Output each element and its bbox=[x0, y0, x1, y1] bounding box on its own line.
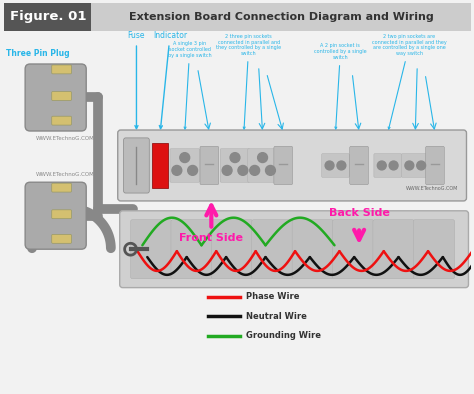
Circle shape bbox=[188, 165, 198, 175]
FancyBboxPatch shape bbox=[413, 220, 455, 279]
Circle shape bbox=[405, 161, 414, 170]
Text: 2 two pin sockets are
connected in parallel and they
are controlled by a single : 2 two pin sockets are connected in paral… bbox=[372, 34, 447, 129]
Text: Extension Board Connection Diagram and Wiring: Extension Board Connection Diagram and W… bbox=[129, 12, 434, 22]
FancyBboxPatch shape bbox=[220, 149, 250, 182]
FancyBboxPatch shape bbox=[401, 154, 429, 177]
Text: Three Pin Plug: Three Pin Plug bbox=[6, 49, 70, 58]
Circle shape bbox=[337, 161, 346, 170]
FancyBboxPatch shape bbox=[52, 65, 72, 74]
Circle shape bbox=[180, 152, 190, 162]
FancyBboxPatch shape bbox=[171, 220, 212, 279]
Circle shape bbox=[172, 165, 182, 175]
FancyBboxPatch shape bbox=[374, 154, 401, 177]
FancyBboxPatch shape bbox=[52, 234, 72, 243]
Text: WWW.ETechnoG.COM: WWW.ETechnoG.COM bbox=[36, 136, 95, 141]
FancyBboxPatch shape bbox=[124, 138, 149, 193]
Text: Indicator: Indicator bbox=[153, 32, 187, 129]
Text: Phase Wire: Phase Wire bbox=[246, 292, 299, 301]
Text: WWW.ETechnoG.COM: WWW.ETechnoG.COM bbox=[36, 172, 95, 177]
FancyBboxPatch shape bbox=[211, 220, 253, 279]
Circle shape bbox=[389, 161, 398, 170]
FancyBboxPatch shape bbox=[25, 182, 86, 249]
FancyBboxPatch shape bbox=[120, 211, 468, 288]
FancyBboxPatch shape bbox=[350, 146, 368, 185]
FancyBboxPatch shape bbox=[274, 146, 292, 185]
FancyBboxPatch shape bbox=[292, 220, 334, 279]
Circle shape bbox=[377, 161, 386, 170]
Text: Back Side: Back Side bbox=[328, 208, 390, 218]
Text: Grounding Wire: Grounding Wire bbox=[246, 331, 321, 340]
FancyBboxPatch shape bbox=[52, 116, 72, 125]
FancyBboxPatch shape bbox=[426, 146, 444, 185]
FancyBboxPatch shape bbox=[130, 220, 172, 279]
FancyBboxPatch shape bbox=[52, 183, 72, 192]
Circle shape bbox=[222, 165, 232, 175]
Text: WWW.ETechnoG.COM: WWW.ETechnoG.COM bbox=[406, 186, 459, 191]
Circle shape bbox=[230, 152, 240, 162]
Circle shape bbox=[417, 161, 426, 170]
Text: Figure. 01: Figure. 01 bbox=[9, 10, 86, 23]
FancyBboxPatch shape bbox=[373, 220, 414, 279]
Text: Fuse: Fuse bbox=[128, 32, 145, 128]
Text: A single 3 pin
socket controlled
by a single switch: A single 3 pin socket controlled by a si… bbox=[168, 41, 211, 129]
FancyBboxPatch shape bbox=[170, 149, 200, 182]
Bar bbox=[152, 143, 168, 188]
Circle shape bbox=[258, 152, 267, 162]
Bar bbox=[4, 3, 91, 30]
FancyBboxPatch shape bbox=[248, 149, 277, 182]
FancyBboxPatch shape bbox=[118, 130, 466, 201]
FancyBboxPatch shape bbox=[25, 64, 86, 131]
Circle shape bbox=[238, 165, 248, 175]
FancyBboxPatch shape bbox=[52, 91, 72, 100]
FancyBboxPatch shape bbox=[322, 154, 349, 177]
Text: Front Side: Front Side bbox=[179, 234, 243, 243]
Circle shape bbox=[265, 165, 275, 175]
Circle shape bbox=[250, 165, 260, 175]
Text: 2 three pin sockets
connected in parallel and
they controlled by a single
switch: 2 three pin sockets connected in paralle… bbox=[216, 34, 282, 129]
Bar bbox=[91, 3, 472, 30]
FancyBboxPatch shape bbox=[200, 146, 219, 185]
FancyBboxPatch shape bbox=[52, 210, 72, 219]
FancyBboxPatch shape bbox=[332, 220, 374, 279]
Circle shape bbox=[325, 161, 334, 170]
Text: Neutral Wire: Neutral Wire bbox=[246, 312, 307, 321]
FancyBboxPatch shape bbox=[252, 220, 293, 279]
Text: A 2 pin socket is
controlled by a single
switch: A 2 pin socket is controlled by a single… bbox=[314, 43, 367, 129]
